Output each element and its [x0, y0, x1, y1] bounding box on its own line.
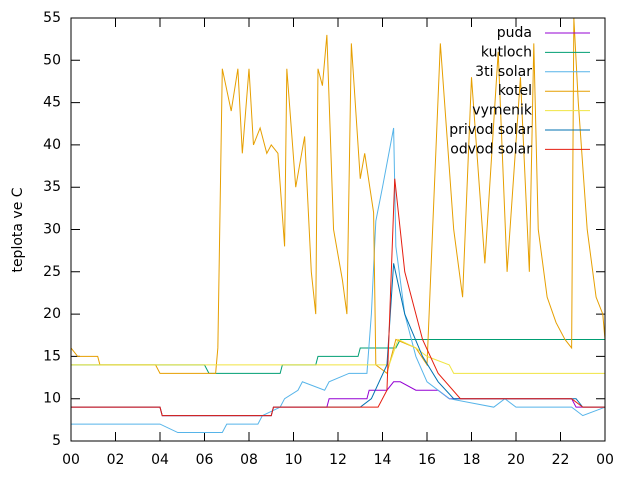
plot-border — [70, 17, 606, 442]
y-tick-label: 40 — [43, 137, 61, 153]
y-tick-label: 45 — [43, 95, 61, 111]
series-line — [71, 338, 605, 374]
series-line — [71, 127, 606, 434]
series-line — [70, 17, 606, 375]
y-tick-label: 55 — [43, 10, 61, 26]
legend-label: puda — [497, 25, 532, 41]
x-tick-label: 10 — [285, 452, 303, 468]
y-tick-label: 25 — [43, 264, 61, 280]
x-tick-label: 06 — [196, 452, 214, 468]
x-tick-label: 12 — [329, 452, 347, 468]
legend-label: privod solar — [449, 122, 532, 138]
x-tick-label: 18 — [463, 452, 481, 468]
y-tick-label: 15 — [43, 348, 61, 364]
y-axis-label: teplota ve C — [10, 187, 26, 272]
x-tick-label: 02 — [107, 452, 125, 468]
y-tick-label: 35 — [43, 179, 61, 195]
y-tick-label: 5 — [52, 433, 61, 449]
y-tick-label: 10 — [43, 391, 61, 407]
legend-label: vymenik — [472, 103, 533, 119]
series-line — [71, 178, 605, 417]
x-tick-label: 00 — [62, 452, 80, 468]
legend-label: kotel — [498, 83, 532, 99]
series-line — [71, 338, 605, 374]
x-tick-label: 08 — [240, 452, 258, 468]
legend-label: 3ti solar — [475, 64, 532, 80]
x-tick-label: 22 — [552, 452, 570, 468]
x-tick-label: 20 — [507, 452, 525, 468]
x-tick-label: 00 — [596, 452, 614, 468]
y-tick-label: 50 — [43, 52, 61, 68]
x-tick-label: 16 — [418, 452, 436, 468]
x-tick-label: 14 — [374, 452, 392, 468]
legend-label: odvod solar — [450, 141, 532, 157]
y-tick-label: 30 — [43, 222, 61, 238]
x-tick-label: 04 — [151, 452, 169, 468]
legend-label: kutloch — [481, 44, 532, 60]
y-tick-label: 20 — [43, 306, 61, 322]
